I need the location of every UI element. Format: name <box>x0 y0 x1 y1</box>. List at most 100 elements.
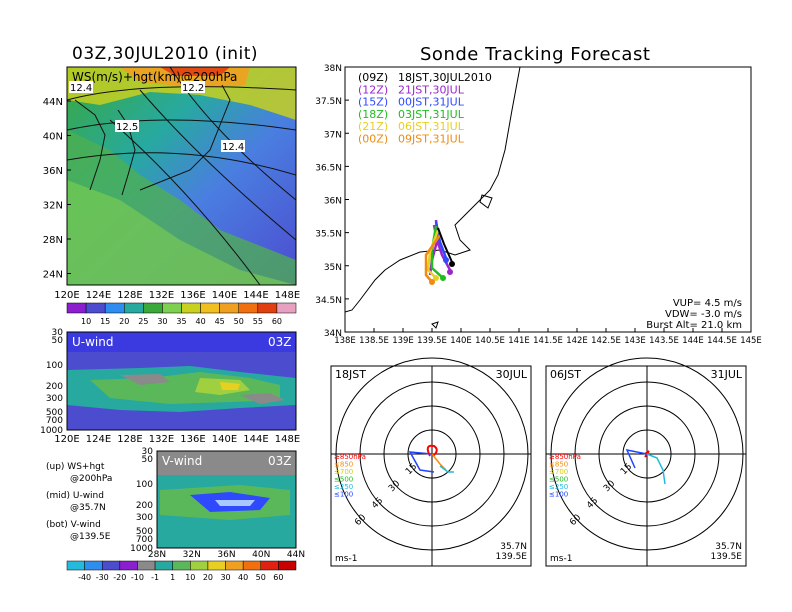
legend-jst: 03JST,31JUL <box>398 108 465 121</box>
uv-colorbar-cell <box>101 560 121 571</box>
hodo-level-label: ≤850 <box>549 461 568 469</box>
map-lon-label: 144E <box>243 290 268 301</box>
map-lat-label: 28N <box>43 235 63 246</box>
uv-colorbar-label: 1 <box>170 573 175 582</box>
v-lat-label: 40N <box>252 550 270 560</box>
ws-colorbar-cell <box>257 302 278 314</box>
uv-colorbar-label: -10 <box>131 573 144 582</box>
track-lon-label: 140E <box>450 336 472 346</box>
track-lat-label: 37.5N <box>315 97 342 107</box>
hodo-trace <box>646 453 666 485</box>
v-wind-time: 03Z <box>268 454 292 468</box>
legend-jst: 00JST,31JUL <box>398 96 465 109</box>
track-lon-label: 140.5E <box>475 336 505 346</box>
legend-jst: 18JST,30JUL2010 <box>398 71 492 84</box>
ws-colorbar-label: 45 <box>215 317 225 326</box>
uv-colorbar: -40 -30 -20 -10 -1 1 10 20 30 40 50 60 <box>66 560 297 582</box>
uv-colorbar-cell <box>190 560 209 571</box>
hodo-level-label: ≤500 <box>549 476 568 484</box>
track-lon-label: 139.5E <box>417 336 447 346</box>
track-lat-label: 35N <box>324 263 342 273</box>
contour-label: 12.5 <box>116 122 138 133</box>
v-pressure-label: 500 <box>136 527 153 537</box>
track-lon-label: 138E <box>334 336 356 346</box>
ws-colorbar-label: 60 <box>272 317 282 326</box>
map-lat-label: 32N <box>43 201 63 212</box>
hodo-trace <box>408 451 435 473</box>
hodo-time: 18JST <box>335 368 366 381</box>
hodo-level-label: ≤250 <box>334 483 353 491</box>
uv-colorbar-cell <box>154 560 173 571</box>
map-lon-label: 132E <box>149 290 174 301</box>
note-bot: (bot) V-wind @139.5E <box>46 520 111 542</box>
v-lat-label: 32N <box>183 550 201 560</box>
uv-colorbar-cell <box>278 560 297 571</box>
legend-utc: (12Z) <box>358 83 388 96</box>
u-lon-label: 140E <box>212 434 237 445</box>
v-pressure-label: 100 <box>136 480 153 490</box>
legend-jst: 06JST,31JUL <box>398 120 465 133</box>
hodo-level-label: ≤700 <box>549 468 568 476</box>
map-lat-label: 36N <box>43 166 63 177</box>
track-lon-label: 138.5E <box>359 336 389 346</box>
legend-utc: (18Z) <box>358 108 388 121</box>
hodo-level-label: ≥850hPa <box>334 453 366 461</box>
contour-label-bg <box>221 140 245 152</box>
track-lat-label: 36.5N <box>315 163 342 173</box>
uv-colorbar-cell <box>119 560 138 571</box>
uv-colorbar-cell <box>66 560 85 571</box>
contour-label: 12.2 <box>182 83 204 94</box>
ws-colorbar-label: 35 <box>176 317 186 326</box>
ws-map-panel <box>67 67 296 285</box>
track-lon-label: 141E <box>508 336 530 346</box>
ws-colorbar-cell <box>276 302 297 314</box>
uv-colorbar-label: 60 <box>273 573 283 582</box>
track-lat-label: 34.5N <box>315 296 342 306</box>
u-pressure-label: 500 <box>46 408 63 418</box>
track-lat-label: 35.5N <box>315 230 342 240</box>
track-lat-label: 34N <box>324 329 342 339</box>
hodo-loc-lat: 35.7N <box>715 542 742 552</box>
u-lon-label: 120E <box>54 434 79 445</box>
hodo-date: 30JUL <box>496 368 528 381</box>
v-wind-label: V-wind <box>162 454 202 468</box>
hodo-level-label: ≤250 <box>549 483 568 491</box>
legend-utc: (00Z) <box>358 133 388 146</box>
track-lon-label: 139E <box>392 336 414 346</box>
ws-colorbar-label: 15 <box>100 317 110 326</box>
track-lat-label: 37N <box>324 130 342 140</box>
uv-colorbar-cell <box>225 560 244 571</box>
u-wind-time: 03Z <box>268 335 292 349</box>
hodo-level-label: ≤700 <box>334 468 353 476</box>
ws-colorbar-cell <box>85 302 106 314</box>
u-lon-label: 144E <box>243 434 268 445</box>
uv-colorbar-label: -1 <box>151 573 159 582</box>
uv-colorbar-label: 10 <box>185 573 195 582</box>
uv-colorbar-cell <box>207 560 226 571</box>
legend-jst: 09JST,31JUL <box>398 133 465 146</box>
hodo-level-label: ≤500 <box>334 476 353 484</box>
ws-colorbar-label: 40 <box>195 317 205 326</box>
ws-map-contour-labels: 12.4 12.2 12.5 12.4 <box>69 81 245 153</box>
v-pressure-label: 200 <box>136 501 153 511</box>
map-lon-label: 136E <box>180 290 205 301</box>
v-wind-panel <box>156 450 297 549</box>
hodo-time: 06JST <box>550 368 581 381</box>
u-pressure-label: 300 <box>46 394 63 404</box>
ws-colorbar-cell <box>104 302 125 314</box>
track-legend: (09Z) 18JST,30JUL2010 (12Z) 21JST,30JUL (15Z… <box>358 71 492 146</box>
track-info-line: VDW= -3.0 m/s <box>665 309 742 320</box>
contour-label: 12.4 <box>70 83 92 94</box>
hodo-trace <box>426 444 438 457</box>
hodo-trace <box>644 450 650 458</box>
right-title: Sonde Tracking Forecast <box>420 44 651 65</box>
track-lon-label: 144.5E <box>707 336 737 346</box>
track-lat-label: 38N <box>324 64 342 74</box>
legend-jst: 21JST,30JUL <box>398 83 465 96</box>
note-mid: (mid) U-wind @35.7N <box>46 491 106 513</box>
v-pressure-label: 700 <box>136 535 153 545</box>
ws-colorbar-label: 50 <box>234 317 244 326</box>
hodo-level-label: ≤850 <box>334 461 353 469</box>
u-lon-label: 132E <box>149 434 174 445</box>
